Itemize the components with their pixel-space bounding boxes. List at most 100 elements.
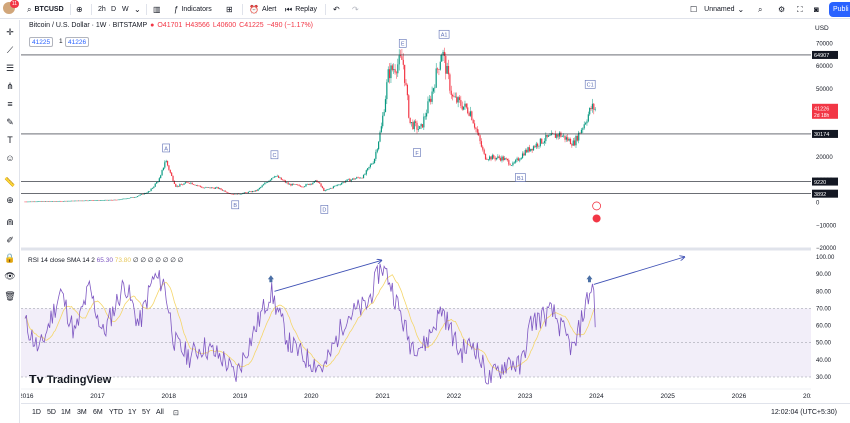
time-tick: 2025: [660, 393, 675, 400]
candle-body: [132, 197, 134, 198]
horizontal-levels: [21, 54, 811, 195]
time-tick: 2016: [21, 393, 34, 400]
dividend-event-icon: [592, 201, 602, 211]
candle-body: [356, 177, 358, 179]
brush-icon[interactable]: ✎: [6, 117, 14, 127]
range-3m[interactable]: 3M: [77, 409, 87, 416]
time-tick: 2024: [589, 393, 604, 400]
redo-button[interactable]: ↷: [352, 0, 359, 19]
compare-button[interactable]: ⊕: [76, 0, 83, 19]
candle-body: [468, 113, 470, 116]
interval-d[interactable]: D: [111, 6, 117, 13]
candle-body: [29, 201, 32, 203]
lock-drawing-icon[interactable]: ✐: [6, 235, 14, 245]
candle-body: [582, 128, 584, 130]
emoji-icon[interactable]: ☺: [5, 153, 15, 163]
snapshot-button[interactable]: ◙: [814, 0, 819, 19]
candle-body: [558, 132, 561, 137]
range-1d[interactable]: 1D: [32, 409, 41, 416]
buy-price-box[interactable]: 41226: [65, 37, 90, 47]
candle-body: [188, 182, 191, 184]
candle-body: [168, 165, 170, 170]
candle-body: [55, 201, 58, 202]
user-avatar[interactable]: 11: [3, 0, 19, 14]
crosshair-icon[interactable]: ✛: [6, 27, 14, 37]
trend-line-icon[interactable]: ⟋: [6, 45, 14, 55]
chart-canvas[interactable]: A B C D E F A1 B1 C1 2016 2017 2018 2019 2020 2021 202…: [21, 20, 850, 403]
layout-menu[interactable]: ☐ Unnamed ⌄: [690, 4, 745, 14]
undo-button[interactable]: ↶: [333, 0, 340, 19]
quick-search-button[interactable]: ⌕: [758, 0, 762, 19]
undo-icon: ↶: [333, 4, 340, 14]
range-6m[interactable]: 6M: [93, 409, 103, 416]
price-tick: −20000: [816, 246, 837, 252]
fullscreen-button[interactable]: ⛶: [797, 0, 803, 19]
range-1y[interactable]: 1Y: [128, 409, 137, 416]
candle-body: [101, 200, 103, 201]
candle-body: [395, 72, 398, 74]
notification-count: 11: [10, 0, 19, 8]
candle-body: [262, 184, 265, 186]
candle-body: [584, 123, 587, 125]
pitchfork-icon[interactable]: ⋔: [6, 81, 14, 91]
candle-body: [458, 97, 461, 101]
candle-body: [125, 198, 128, 200]
rsi-tick: 100.00: [816, 255, 835, 261]
candle-body: [172, 175, 174, 181]
candle-body: [283, 180, 285, 181]
range-all[interactable]: All: [156, 409, 164, 416]
symbol-search[interactable]: ⌕ BTCUSD: [27, 0, 64, 19]
candle-body: [325, 189, 328, 191]
range-5d[interactable]: 5D: [47, 409, 56, 416]
candle-body: [425, 113, 428, 117]
candle-body: [297, 184, 299, 186]
range-5y[interactable]: 5Y: [142, 409, 151, 416]
ruler-icon[interactable]: 📏: [4, 177, 16, 187]
interval-dropdown[interactable]: ⌄: [134, 0, 141, 19]
templates-button[interactable]: ⊞: [226, 0, 233, 19]
horizontal-lines-icon[interactable]: ☰: [5, 63, 15, 73]
candle-body: [394, 69, 396, 73]
candle-body: [589, 107, 591, 115]
range-ytd[interactable]: YTD: [109, 409, 123, 416]
legend-change: −490 (−1.17%): [266, 22, 314, 29]
candle-body: [456, 96, 458, 103]
range-1m[interactable]: 1M: [61, 409, 71, 416]
candle-body: [349, 178, 351, 182]
price-tick: 70000: [816, 41, 833, 47]
candle-body: [557, 134, 559, 137]
tradingview-logo[interactable]: 𝗧𝘃 TradingView: [29, 373, 111, 387]
candles-icon: ▥: [153, 4, 161, 14]
candle-body: [191, 182, 193, 185]
interval-2h[interactable]: 2h: [98, 6, 106, 13]
replay-button[interactable]: ⏮ Replay: [285, 4, 317, 14]
alert-button[interactable]: ⏰ Alert: [249, 4, 277, 14]
candle-body: [476, 128, 478, 133]
zoom-in-icon[interactable]: ⊕: [6, 195, 14, 205]
interval-w[interactable]: W: [122, 6, 129, 13]
candle-body: [473, 123, 476, 128]
candle-body: [534, 146, 536, 148]
fib-retracement-icon[interactable]: ≡: [7, 99, 13, 109]
candle-body: [528, 147, 530, 152]
indicators-button[interactable]: ƒ Indicators: [174, 4, 212, 14]
candle-body: [500, 158, 502, 161]
settings-button[interactable]: ⚙: [778, 0, 785, 19]
candle-body: [310, 183, 313, 185]
candle-body: [472, 120, 474, 124]
eye-icon[interactable]: 👁: [4, 271, 16, 281]
chart-type-button[interactable]: ▥: [153, 0, 161, 19]
magnet-icon[interactable]: ⋒: [6, 217, 14, 227]
candle-body: [517, 158, 520, 161]
candle-body: [409, 117, 411, 124]
trash-icon[interactable]: 🗑: [4, 291, 16, 301]
time-tick: 2017: [90, 393, 105, 400]
date-range-icon[interactable]: ⊡: [173, 410, 179, 417]
lock-icon[interactable]: 🔒: [4, 253, 16, 263]
candle-body: [291, 183, 293, 186]
sell-price-box[interactable]: 41225: [29, 37, 54, 47]
candle-body: [420, 124, 422, 127]
publish-button[interactable]: Publi: [829, 2, 850, 17]
rsi-extra-values: ∅ ∅ ∅ ∅ ∅ ∅ ∅: [132, 257, 184, 264]
text-tool-icon[interactable]: T: [7, 135, 13, 145]
